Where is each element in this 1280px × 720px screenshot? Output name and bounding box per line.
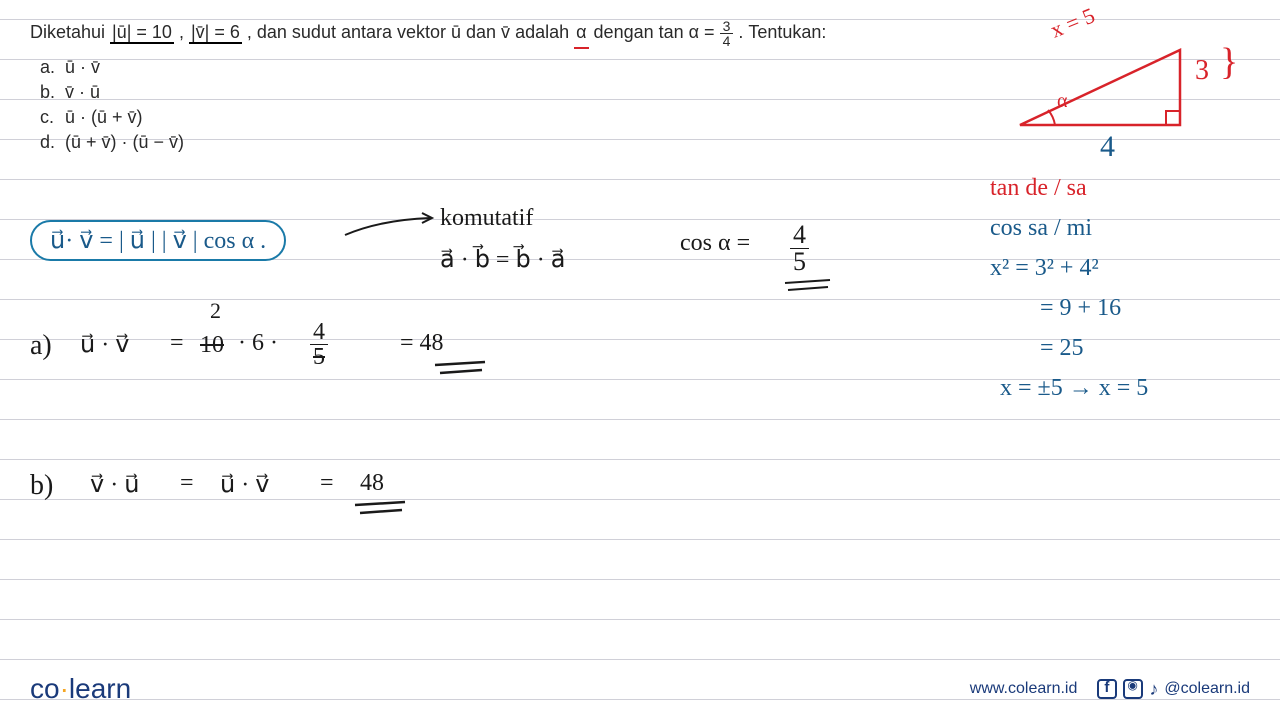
solution-b-lhs: v⃗ · u⃗ bbox=[90, 470, 139, 499]
solution-b-eq2: = bbox=[320, 470, 334, 497]
ten-cancelled: 10 bbox=[200, 332, 224, 359]
double-underline-b bbox=[350, 500, 420, 520]
solution-a-eq: = bbox=[170, 330, 184, 357]
alpha-label: α bbox=[1057, 90, 1067, 113]
footer: co·learn www.colearn.id ♪ @colearn.id bbox=[0, 673, 1280, 705]
alpha-var: α bbox=[574, 18, 588, 49]
social-handle: @colearn.id bbox=[1164, 680, 1250, 698]
solution-a-lhs: u⃗ · v⃗ bbox=[80, 330, 129, 359]
cos-num: 4 bbox=[790, 222, 809, 249]
facebook-icon bbox=[1097, 679, 1117, 699]
comma: , bbox=[179, 22, 189, 42]
solution-b-label: b) bbox=[30, 470, 53, 502]
footer-right: www.colearn.id ♪ @colearn.id bbox=[970, 679, 1250, 700]
social-icons: ♪ @colearn.id bbox=[1097, 679, 1250, 700]
problem-prefix: Diketahui bbox=[30, 22, 110, 42]
tan-fraction: 3 4 bbox=[720, 19, 734, 48]
curly-brace: } bbox=[1220, 40, 1238, 84]
instagram-icon bbox=[1123, 679, 1143, 699]
brand-logo: co·learn bbox=[30, 673, 131, 705]
commutative-eq: a⃗ · b⃗ = b⃗ · a⃗ bbox=[440, 245, 565, 274]
cos-alpha-fraction: 4 5 bbox=[790, 222, 809, 275]
dot-product-formula: u⃗· v⃗ = | u⃗ | | v⃗ | cos α . bbox=[30, 220, 286, 261]
tiktok-icon: ♪ bbox=[1149, 679, 1158, 700]
cancel-result-2: 2 bbox=[210, 298, 221, 324]
solution-a-result: = 48 bbox=[400, 330, 444, 357]
logo-learn: learn bbox=[69, 673, 131, 704]
cos-alpha-label: cos α = bbox=[680, 230, 750, 257]
solution-b-result: 48 bbox=[360, 470, 384, 497]
pythagoras-result: = 25 bbox=[1040, 335, 1084, 362]
problem-with: dengan tan α = bbox=[594, 22, 720, 42]
footer-url: www.colearn.id bbox=[970, 680, 1078, 698]
u-magnitude: |ū| = 10 bbox=[110, 22, 174, 44]
logo-co: co bbox=[30, 673, 60, 704]
opposite-label: 3 bbox=[1195, 55, 1209, 87]
problem-middle: , dan sudut antara vektor ū dan v̄ adala… bbox=[247, 22, 574, 42]
komutatif-note: komutatif bbox=[440, 205, 533, 232]
solution-b-eq1: = bbox=[180, 470, 194, 497]
frac-num: 3 bbox=[720, 19, 734, 34]
solution-a-frac: 4 5 bbox=[310, 320, 328, 369]
solution-a-label: a) bbox=[30, 330, 52, 362]
x-solution: x = ±5 → x = 5 bbox=[1000, 375, 1148, 402]
adjacent-label: 4 bbox=[1100, 130, 1115, 164]
double-underline-a bbox=[430, 360, 500, 380]
times-6: · 6 · bbox=[238, 330, 278, 357]
logo-dot: · bbox=[60, 673, 69, 704]
cos-den: 5 bbox=[790, 249, 809, 275]
frac-den: 4 bbox=[720, 34, 734, 48]
double-underline-cos bbox=[780, 278, 840, 298]
pythagoras-eq: x² = 3² + 4² bbox=[990, 255, 1099, 282]
problem-suffix: . Tentukan: bbox=[738, 22, 826, 42]
solution-b-mid: u⃗ · v⃗ bbox=[220, 470, 269, 499]
pythagoras-sum: = 9 + 16 bbox=[1040, 295, 1121, 322]
tan-mnemonic: tan de / sa bbox=[990, 175, 1087, 202]
cos-mnemonic: cos sa / mi bbox=[990, 215, 1092, 242]
v-magnitude: |v̄| = 6 bbox=[189, 22, 242, 44]
